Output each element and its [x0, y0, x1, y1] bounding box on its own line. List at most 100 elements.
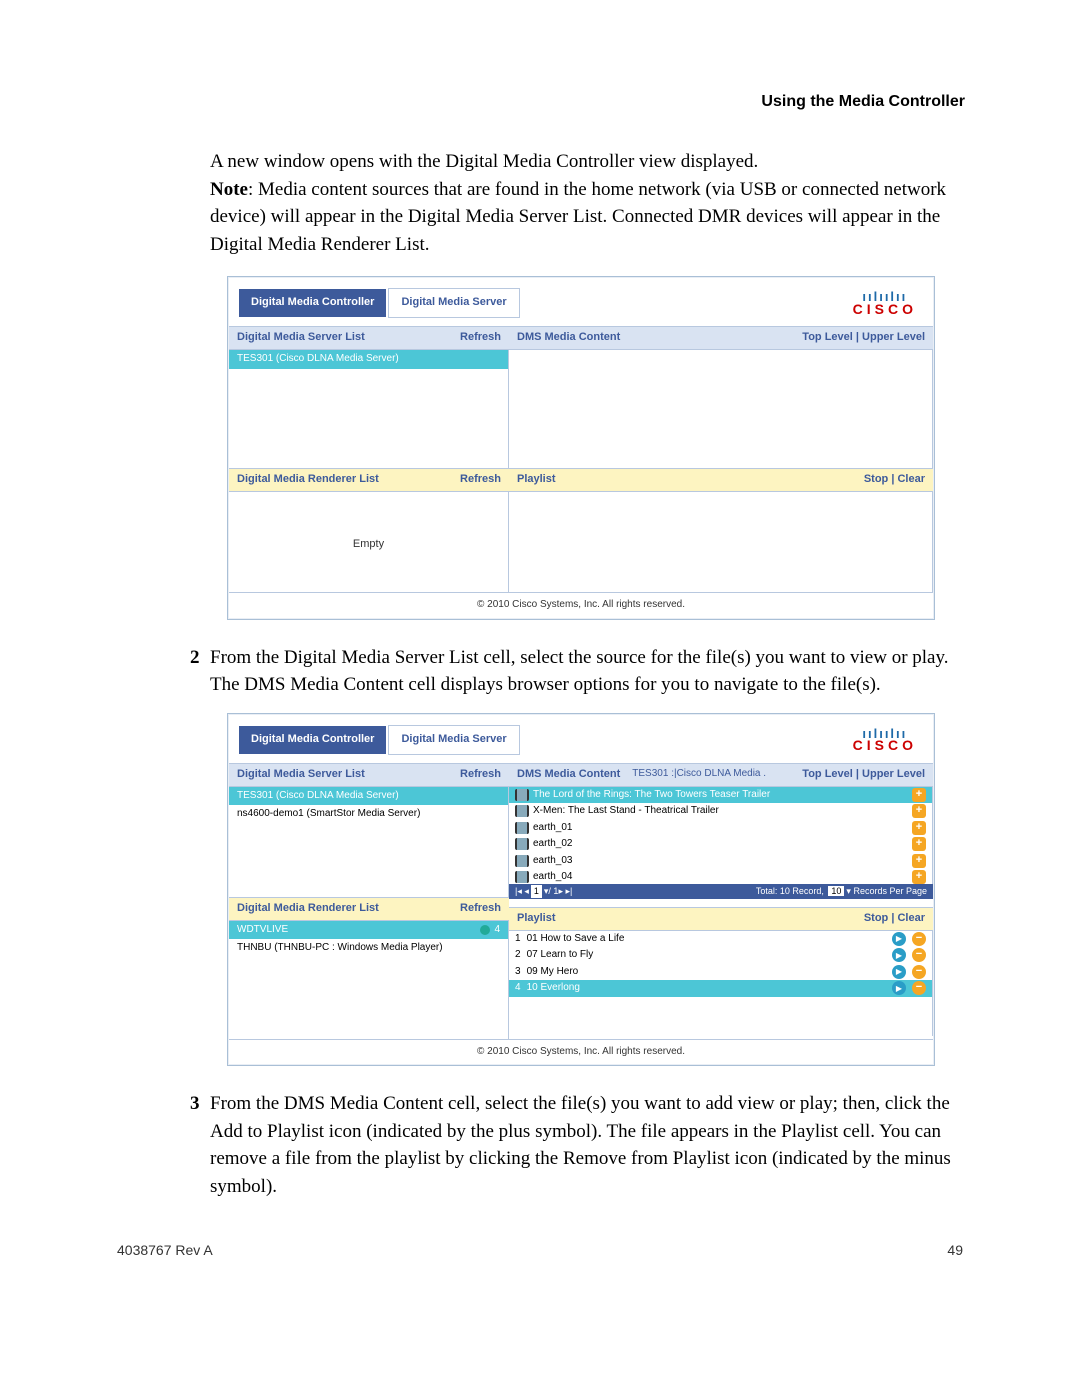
page-current: 1 [531, 885, 542, 898]
renderer-row[interactable]: THNBU (THNBU-PC : Windows Media Player) [229, 939, 508, 958]
content-body: The Lord of the Rings: The Two Towers Te… [509, 787, 933, 884]
tabs-row: Digital Media Controller Digital Media S… [229, 278, 933, 326]
content-row[interactable]: earth_04 + [509, 869, 932, 884]
renderer-list-title: Digital Media Renderer List [237, 901, 379, 917]
cisco-logo: ıılıılıı CISCO [853, 728, 923, 752]
tab-controller[interactable]: Digital Media Controller [239, 289, 386, 317]
minus-icon[interactable]: − [912, 948, 926, 962]
step-2: 2 From the Digital Media Server List cel… [190, 644, 965, 699]
content-name: earth_03 [533, 854, 572, 869]
page-footer: 4038767 Rev A 49 [115, 1240, 965, 1260]
stop-link[interactable]: Stop [864, 912, 888, 924]
playlist-row[interactable]: 4 10 Everlong ▶ − [509, 980, 932, 997]
upper-level-link[interactable]: Upper Level [862, 768, 925, 780]
renderer-list-body: Empty [229, 492, 509, 592]
film-icon [515, 838, 529, 850]
plus-icon[interactable]: + [912, 870, 926, 883]
content-row[interactable]: earth_01 + [509, 820, 932, 837]
play-icon[interactable]: ▶ [892, 965, 906, 979]
film-icon [515, 789, 529, 801]
status-icon [480, 925, 490, 935]
upper-level-link[interactable]: Upper Level [862, 331, 925, 343]
server-list-body: TES301 (Cisco DLNA Media Server) ns4600-… [229, 787, 509, 897]
content-name: earth_02 [533, 837, 572, 852]
refresh-link[interactable]: Refresh [460, 902, 501, 914]
tab-server[interactable]: Digital Media Server [388, 288, 519, 318]
plus-icon[interactable]: + [912, 788, 926, 802]
renderer-row[interactable]: WDTVLIVE 4 [229, 921, 508, 940]
playlist-row[interactable]: 1 01 How to Save a Life ▶ − [509, 931, 932, 948]
content-name: X-Men: The Last Stand - Theatrical Trail… [533, 804, 719, 819]
playlist-header: Playlist Stop | Clear [509, 468, 933, 492]
playlist-name: 01 How to Save a Life [527, 932, 625, 947]
plus-icon[interactable]: + [912, 804, 926, 818]
cisco-logo: ıılıılıı CISCO [853, 291, 923, 315]
minus-icon[interactable]: − [912, 932, 926, 946]
tab-server[interactable]: Digital Media Server [388, 725, 519, 755]
tabs-row: Digital Media Controller Digital Media S… [229, 715, 933, 763]
footer-right: 49 [947, 1240, 963, 1260]
plus-icon[interactable]: + [912, 837, 926, 851]
refresh-link[interactable]: Refresh [460, 768, 501, 780]
server-row[interactable]: ns4600-demo1 (SmartStor Media Server) [229, 805, 508, 824]
server-row[interactable]: TES301 (Cisco DLNA Media Server) [229, 350, 508, 369]
clear-link[interactable]: Clear [897, 473, 925, 485]
intro-paragraph: A new window opens with the Digital Medi… [210, 148, 965, 258]
playlist-body: 1 01 How to Save a Life ▶ − 2 07 Learn t… [509, 931, 933, 1036]
pager-next-icon[interactable]: ▸ ▸| [558, 885, 572, 898]
per-page-label: Records Per Page [853, 886, 927, 896]
renderer-list-body: WDTVLIVE 4 THNBU (THNBU-PC : Windows Med… [229, 921, 509, 1039]
play-icon[interactable]: ▶ [892, 948, 906, 962]
minus-icon[interactable]: − [912, 965, 926, 979]
clear-link[interactable]: Clear [897, 912, 925, 924]
step-text: From the DMS Media Content cell, select … [210, 1090, 965, 1200]
plus-icon[interactable]: + [912, 821, 926, 835]
step-number: 2 [190, 644, 210, 699]
play-icon[interactable]: ▶ [892, 981, 906, 995]
step-text: From the Digital Media Server List cell,… [210, 644, 965, 699]
screenshot-1: Digital Media Controller Digital Media S… [227, 276, 935, 619]
pager-first-icon[interactable]: |◂ ◂ [515, 885, 529, 898]
intro-line1: A new window opens with the Digital Medi… [210, 151, 758, 172]
server-list-header: Digital Media Server List Refresh [229, 326, 509, 350]
playlist-name: 10 Everlong [527, 981, 580, 996]
server-list-title: Digital Media Server List [237, 767, 365, 783]
note-body: : Media content sources that are found i… [210, 179, 946, 255]
playlist-header: Playlist Stop | Clear [509, 907, 933, 931]
content-row[interactable]: X-Men: The Last Stand - Theatrical Trail… [509, 803, 932, 820]
minus-icon[interactable]: − [912, 981, 926, 995]
content-row[interactable]: The Lord of the Rings: The Two Towers Te… [509, 787, 932, 804]
renderer-list-header: Digital Media Renderer List Refresh [229, 468, 509, 492]
breadcrumb: TES301 :|Cisco DLNA Media . [620, 767, 766, 782]
playlist-title: Playlist [517, 472, 556, 488]
content-header: DMS Media Content TES301 :|Cisco DLNA Me… [509, 763, 933, 787]
stop-link[interactable]: Stop [864, 473, 888, 485]
film-icon [515, 805, 529, 817]
content-header: DMS Media Content Top Level | Upper Leve… [509, 326, 933, 350]
top-level-link[interactable]: Top Level [802, 768, 853, 780]
playlist-name: 09 My Hero [527, 965, 579, 980]
step-number: 3 [190, 1090, 210, 1200]
content-row[interactable]: earth_02 + [509, 836, 932, 853]
tab-controller[interactable]: Digital Media Controller [239, 726, 386, 754]
screenshot-2: Digital Media Controller Digital Media S… [227, 713, 935, 1066]
content-name: The Lord of the Rings: The Two Towers Te… [533, 788, 770, 803]
plus-icon[interactable]: + [912, 854, 926, 868]
section-header: Using the Media Controller [115, 90, 965, 113]
footer-left: 4038767 Rev A [117, 1240, 213, 1260]
top-level-link[interactable]: Top Level [802, 331, 853, 343]
server-row[interactable]: TES301 (Cisco DLNA Media Server) [229, 787, 508, 806]
empty-text: Empty [229, 492, 508, 553]
playlist-row[interactable]: 2 07 Learn to Fly ▶ − [509, 947, 932, 964]
note-label: Note [210, 179, 248, 200]
renderer-list-header: Digital Media Renderer List Refresh [229, 897, 509, 921]
playlist-row[interactable]: 3 09 My Hero ▶ − [509, 964, 932, 981]
playlist-body [509, 492, 933, 592]
play-icon[interactable]: ▶ [892, 932, 906, 946]
refresh-link[interactable]: Refresh [460, 473, 501, 485]
per-page-value[interactable]: 10 [828, 886, 844, 896]
content-row[interactable]: earth_03 + [509, 853, 932, 870]
playlist-num: 4 [515, 981, 521, 996]
playlist-num: 1 [515, 932, 521, 947]
refresh-link[interactable]: Refresh [460, 331, 501, 343]
